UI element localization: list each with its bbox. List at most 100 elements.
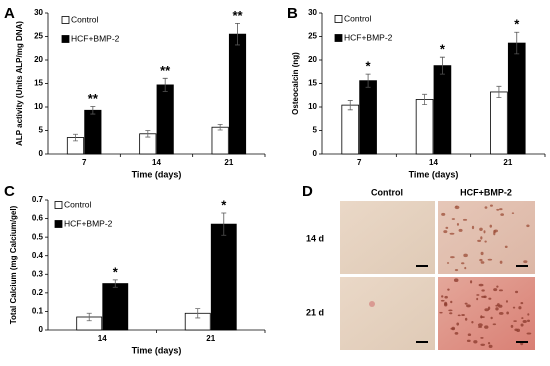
micrograph [438, 201, 535, 274]
error-bar [72, 133, 78, 142]
cell [477, 239, 482, 242]
legend-label: Control [344, 13, 372, 23]
cell [445, 226, 449, 229]
cell [498, 311, 504, 315]
cell [451, 326, 456, 331]
y-tick-label: 0.1 [32, 307, 44, 316]
cell [484, 308, 490, 312]
error-bar [514, 31, 520, 55]
cell [480, 236, 483, 240]
legend-swatch [54, 201, 63, 209]
error-bar [86, 312, 92, 322]
cell [479, 258, 483, 262]
cell [480, 251, 484, 256]
y-tick-label: 0 [39, 325, 44, 334]
y-axis-label: ALP activity (Units ALP/mg DNA) [15, 21, 24, 146]
x-tick-label: 14 [152, 158, 161, 167]
row-header: 14 d [306, 233, 324, 243]
error-bar [221, 212, 227, 236]
panel-label: A [4, 5, 15, 22]
cell [487, 258, 493, 261]
cell [488, 344, 493, 348]
x-tick-label: 14 [98, 334, 107, 343]
cell [511, 212, 515, 214]
cell [493, 231, 496, 236]
cell [477, 323, 483, 327]
y-tick-label: 25 [308, 32, 317, 41]
y-tick-label: 25 [34, 32, 43, 41]
legend-swatch [334, 15, 343, 23]
cell [439, 311, 443, 314]
cell [481, 289, 485, 292]
y-tick-label: 20 [308, 55, 317, 64]
x-tick-label: 7 [357, 158, 362, 167]
cell [526, 224, 530, 228]
cell [469, 280, 473, 284]
y-tick-label: 0.7 [32, 195, 44, 204]
panel-label: D [302, 183, 313, 200]
image-panel: D Control HCF+BMP-2 14 d 21 d [302, 183, 535, 350]
x-tick-label: 7 [82, 158, 87, 167]
cell [471, 320, 474, 324]
cell [447, 288, 450, 291]
y-tick-label: 0 [39, 149, 44, 158]
cell [499, 208, 503, 211]
x-tick-label: 14 [429, 158, 438, 167]
y-tick-label: 20 [34, 55, 43, 64]
cell [504, 245, 508, 248]
bar [102, 283, 129, 331]
legend-swatch [54, 220, 63, 228]
y-tick-label: 0.5 [32, 232, 44, 241]
legend-label: HCF+BMP-2 [344, 32, 393, 42]
error-bar [496, 85, 502, 98]
stain-spot [369, 301, 375, 307]
bar [507, 42, 526, 155]
cell [480, 261, 485, 264]
error-bar [112, 279, 118, 288]
column-header: HCF+BMP-2 [460, 187, 512, 197]
cell [463, 253, 468, 258]
cell [454, 269, 459, 272]
y-tick-label: 5 [313, 126, 318, 135]
y-tick-label: 0.6 [32, 214, 44, 223]
bar [433, 65, 452, 155]
cell [476, 297, 479, 301]
cell [496, 285, 499, 288]
cell [466, 304, 471, 308]
cell [484, 325, 489, 329]
cell [518, 306, 522, 310]
cell [453, 278, 459, 282]
significance: * [221, 197, 227, 212]
cell [457, 314, 461, 317]
cell [488, 297, 492, 300]
cell [527, 319, 531, 322]
significance: * [113, 264, 119, 279]
cell [480, 315, 483, 319]
cell [456, 222, 460, 226]
panel-label: B [287, 5, 298, 22]
cell [500, 213, 504, 216]
x-tick-label: 21 [224, 158, 233, 167]
bar [359, 80, 377, 155]
cell [448, 309, 453, 312]
error-bar [90, 106, 96, 115]
cell [484, 206, 488, 209]
cell [467, 333, 472, 337]
cell [478, 283, 484, 287]
x-axis-label: Time (days) [132, 169, 182, 179]
bar [490, 91, 508, 155]
cell [496, 303, 500, 307]
error-bar [217, 123, 223, 131]
x-tick-label: 21 [206, 334, 215, 343]
cell [516, 328, 521, 333]
y-tick-label: 0.3 [32, 269, 44, 278]
y-axis-label: Osteocalcin (ng) [291, 52, 300, 115]
cell [520, 323, 524, 327]
cell [523, 260, 528, 264]
column-header: Control [371, 187, 403, 197]
cell [495, 307, 499, 311]
legend-label: Control [64, 199, 92, 209]
y-tick-label: 0.2 [32, 288, 44, 297]
cell [498, 289, 503, 292]
